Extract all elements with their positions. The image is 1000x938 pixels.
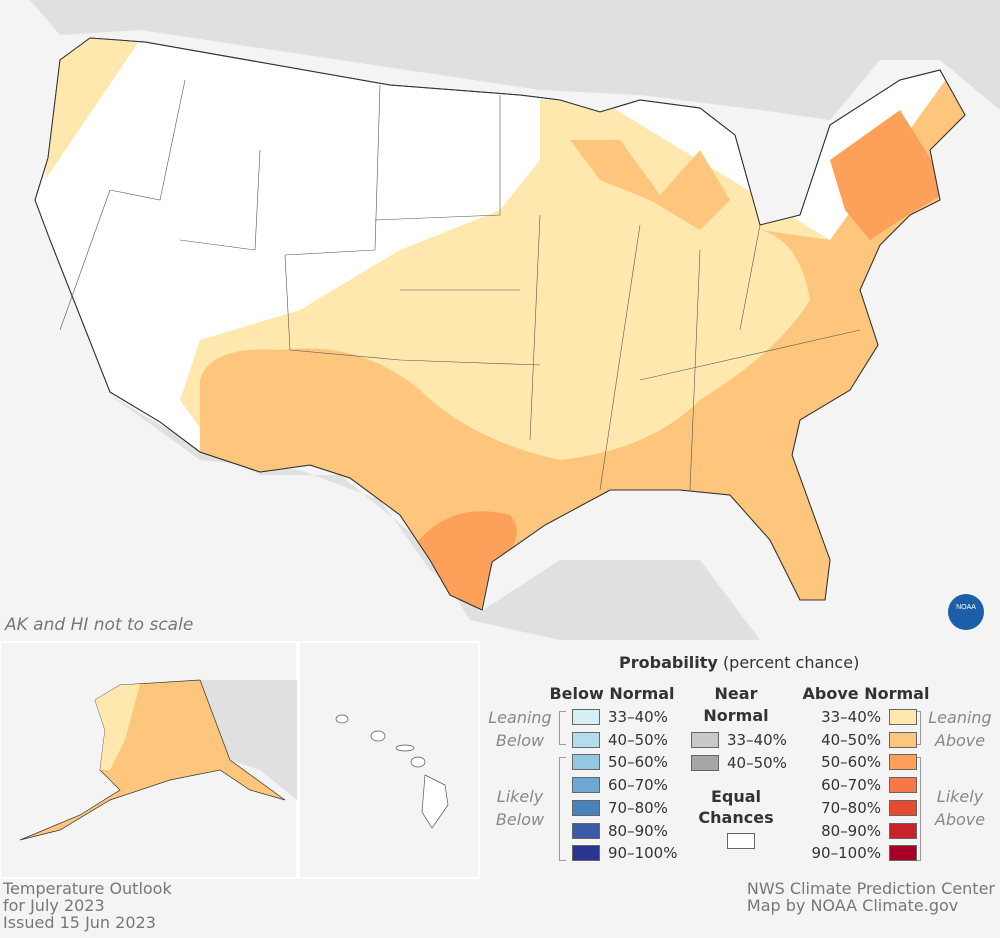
legend-title: Probability (percent chance) <box>619 653 860 672</box>
legend-item-label: 33–40% <box>821 708 881 726</box>
legend-item: 40–50% <box>572 729 668 751</box>
legend-item-label: 40–50% <box>727 753 787 772</box>
inset-scale-note: AK and HI not to scale <box>5 615 194 635</box>
map-credit: NWS Climate Prediction Center Map by NOAA… <box>746 879 995 915</box>
legend-swatch <box>889 845 917 862</box>
noaa-logo-text: NOAA <box>956 604 976 611</box>
region-lean-above-40-50 <box>200 60 965 610</box>
legend-item-label: 60–70% <box>821 776 881 795</box>
likely-above-label: Likely Above <box>934 787 986 829</box>
legend-swatch <box>691 732 719 748</box>
legend-swatch <box>572 731 600 748</box>
legend-item: 80–90% <box>801 820 917 842</box>
legend-swatch <box>572 709 600 725</box>
legend-swatch <box>889 731 917 748</box>
above-normal-header: Above Normal <box>802 684 930 703</box>
legend-item-label: 33–40% <box>608 708 668 726</box>
legend-item: 40–50% <box>801 729 917 751</box>
legend-swatch <box>572 799 600 816</box>
leaning-below-label: Leaning Below <box>488 708 552 750</box>
below-normal-header: Below Normal <box>549 684 675 703</box>
legend-item-label: 70–80% <box>608 798 668 817</box>
near-normal-header: Near Normal <box>703 684 769 725</box>
legend-item: 90–100% <box>572 842 677 864</box>
mexico-land <box>110 395 760 640</box>
legend-item-label: 50–60% <box>821 753 881 772</box>
legend-swatch <box>691 754 719 771</box>
legend: Probability (percent chance) Below Norma… <box>481 643 1000 878</box>
alaska-lean-33-40 <box>95 684 140 770</box>
legend-item-label: 40–50% <box>608 730 668 749</box>
alaska-neighbor-land <box>200 680 297 800</box>
legend-item-label: 70–80% <box>821 798 881 817</box>
legend-swatch <box>889 822 917 839</box>
state-borders <box>59 79 861 491</box>
legend-item: 33–40% <box>572 706 668 728</box>
likely-below-label: Likely Below <box>495 787 545 829</box>
legend-swatch <box>572 822 600 839</box>
legend-item-label: 60–70% <box>608 776 668 795</box>
leaning-above-label: Leaning Above <box>928 708 992 750</box>
legend-item: 70–80% <box>572 797 668 819</box>
legend-item-label: 80–90% <box>608 821 668 840</box>
hawaii-shape <box>335 714 449 829</box>
legend-item-label: 90–100% <box>608 844 678 863</box>
legend-item: 90–100% <box>801 842 917 864</box>
noaa-logo <box>948 594 984 630</box>
legend-swatch <box>572 754 600 771</box>
legend-item: 60–70% <box>801 774 917 796</box>
region-likely-above-50-60 <box>415 110 950 610</box>
legend-item-label: 50–60% <box>608 753 668 772</box>
legend-item-label: 80–90% <box>821 821 881 840</box>
legend-swatch <box>572 777 600 794</box>
legend-item-label: 40–50% <box>821 730 881 749</box>
legend-swatch <box>889 709 917 725</box>
legend-item: 50–60% <box>801 751 917 773</box>
legend-swatch <box>889 777 917 794</box>
legend-item: 80–90% <box>572 820 668 842</box>
legend-swatch <box>889 799 917 816</box>
equal-chances-header: Equal Chances <box>698 787 774 827</box>
legend-swatch <box>889 754 917 771</box>
legend-item-label: 33–40% <box>727 731 787 749</box>
legend-item: 33–40% <box>691 729 787 751</box>
canada-land <box>0 0 1000 120</box>
legend-item: 60–70% <box>572 774 668 796</box>
legend-item: 33–40% <box>801 706 917 728</box>
legend-item: 70–80% <box>801 797 917 819</box>
legend-item: 50–60% <box>572 751 668 773</box>
legend-item-label: 90–100% <box>811 844 881 863</box>
hawaii-inset <box>298 641 480 879</box>
map-title: Temperature Outlook for July 2023 Issued 1… <box>3 879 172 932</box>
equal-chances-swatch <box>727 833 755 849</box>
legend-swatch <box>572 845 600 862</box>
legend-item: 40–50% <box>691 752 787 774</box>
